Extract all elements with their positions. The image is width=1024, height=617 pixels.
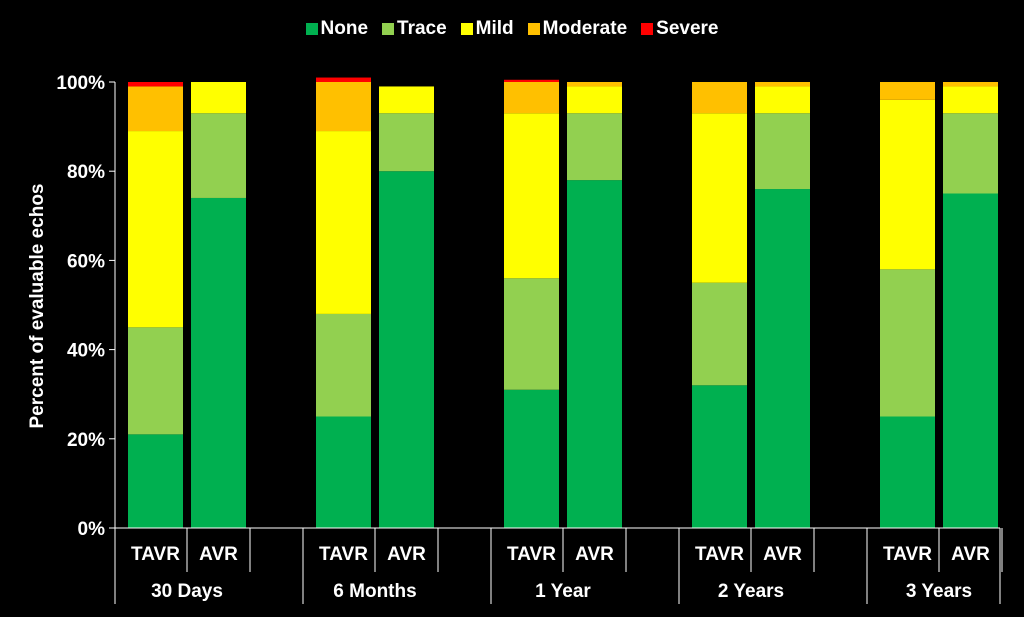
bar-segment-none xyxy=(943,193,998,528)
bar-segment-mild xyxy=(692,113,747,283)
x-group-label: 2 Years xyxy=(718,581,784,602)
bar-segment-severe xyxy=(504,79,559,82)
x-group-label: 3 Years xyxy=(906,581,972,602)
bar-segment-moderate xyxy=(128,86,183,132)
legend-item-mild: Mild xyxy=(460,18,514,40)
bar-segment-mild xyxy=(191,82,246,114)
x-tick-label: AVR xyxy=(575,544,614,565)
x-tick-label: AVR xyxy=(763,544,802,565)
legend-swatch xyxy=(641,23,654,35)
x-tick-label: TAVR xyxy=(507,544,556,565)
bar-segment-none xyxy=(692,385,747,528)
bar-segment-moderate xyxy=(316,82,371,132)
bar-segment-trace xyxy=(755,113,810,190)
y-tick-label: 0% xyxy=(78,519,106,540)
bar-segment-none xyxy=(755,189,810,529)
x-tick-label: AVR xyxy=(199,544,238,565)
legend-label: Moderate xyxy=(542,18,628,39)
legend: None Trace Mild Moderate Severe xyxy=(0,18,1024,40)
bar-segment-moderate xyxy=(692,82,747,114)
legend-item-none: None xyxy=(305,18,369,40)
legend-item-trace: Trace xyxy=(382,18,447,40)
bar-segment-trace xyxy=(504,278,559,390)
bar-segment-trace xyxy=(191,113,246,198)
bar-segment-none xyxy=(880,416,935,528)
bar-segment-severe xyxy=(128,82,183,87)
bar-segment-mild xyxy=(880,99,935,270)
bar-segment-mild xyxy=(379,86,434,114)
bar-segment-moderate xyxy=(943,82,998,87)
bar-segment-mild xyxy=(128,131,183,328)
x-tick-label: TAVR xyxy=(131,544,180,565)
bar-segment-mild xyxy=(755,86,810,114)
legend-item-moderate: Moderate xyxy=(527,18,628,40)
bar-segment-moderate xyxy=(880,82,935,100)
bar-segment-mild xyxy=(316,131,371,314)
bar-segment-moderate xyxy=(567,82,622,87)
bars-layer xyxy=(128,77,998,529)
bar-segment-none xyxy=(379,171,434,528)
bar-segment-mild xyxy=(504,113,559,279)
bar-segment-moderate xyxy=(755,82,810,87)
bar-segment-trace xyxy=(379,113,434,172)
x-tick-label: TAVR xyxy=(883,544,932,565)
legend-label: Mild xyxy=(475,18,514,39)
y-tick-label: 80% xyxy=(67,162,105,183)
x-group-label: 30 Days xyxy=(151,581,223,602)
legend-swatch xyxy=(382,23,395,35)
x-tick-label: TAVR xyxy=(695,544,744,565)
bar-segment-trace xyxy=(943,113,998,194)
bar-segment-none xyxy=(567,180,622,528)
legend-label: None xyxy=(320,18,369,39)
legend-item-severe: Severe xyxy=(641,18,718,40)
legend-swatch xyxy=(305,23,318,35)
bar-segment-none xyxy=(128,434,183,528)
bar-segment-mild xyxy=(943,86,998,114)
bar-segment-trace xyxy=(880,269,935,417)
bar-segment-trace xyxy=(567,113,622,181)
legend-label: Severe xyxy=(656,18,719,39)
x-tick-label: AVR xyxy=(387,544,426,565)
bar-segment-trace xyxy=(128,327,183,435)
bar-segment-none xyxy=(504,389,559,528)
y-tick-label: 20% xyxy=(67,430,105,451)
bar-segment-trace xyxy=(692,282,747,386)
bar-segment-moderate xyxy=(504,82,559,114)
x-tick-label: AVR xyxy=(951,544,990,565)
bar-segment-trace xyxy=(316,313,371,417)
axes-layer: 0% 20% 40% 60% 80% 100% TAVR AVR TAVR AVR TAVR AVR T… xyxy=(56,73,1003,604)
bar-segment-mild xyxy=(567,86,622,114)
y-tick-label: 100% xyxy=(56,73,105,94)
legend-swatch xyxy=(460,23,473,35)
x-group-label: 1 Year xyxy=(535,581,591,602)
legend-label: Trace xyxy=(397,18,447,39)
bar-segment-severe xyxy=(316,77,371,82)
x-tick-label: TAVR xyxy=(319,544,368,565)
x-group-label: 6 Months xyxy=(333,581,416,602)
legend-swatch xyxy=(527,23,540,35)
bar-segment-none xyxy=(191,197,246,528)
y-tick-label: 40% xyxy=(67,341,105,362)
bar-segment-none xyxy=(316,416,371,528)
y-tick-label: 60% xyxy=(67,251,105,272)
